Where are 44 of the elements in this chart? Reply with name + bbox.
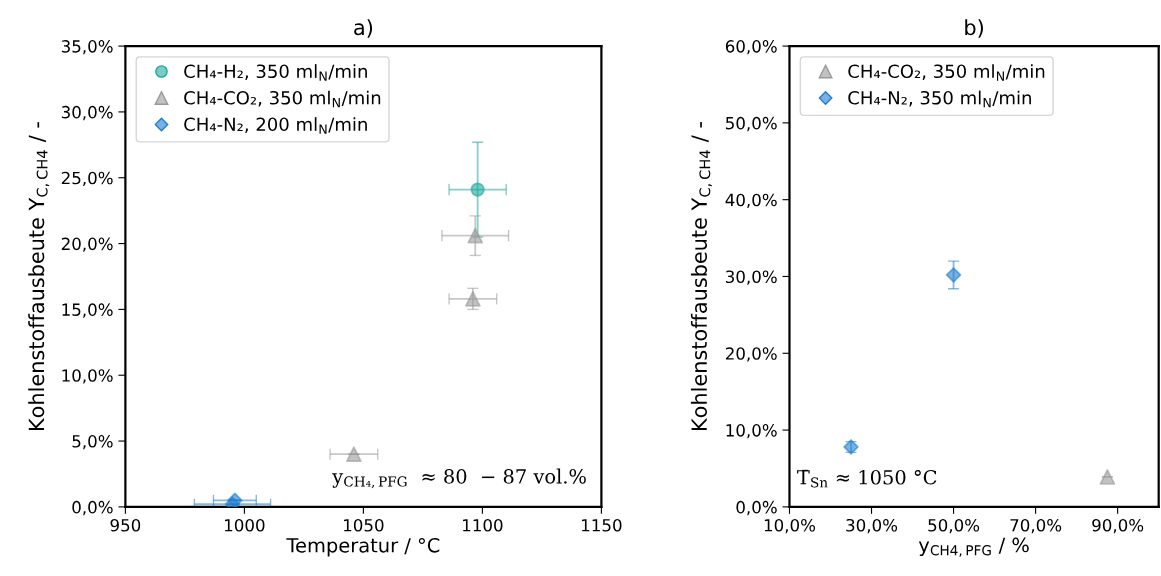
legend-label: CH₄-N₂, 350 ml$_{N}$/min: [848, 90, 1031, 108]
x-axis-title: Temperatur / °C: [286, 537, 440, 557]
y-tick-label: 15,0%: [62, 303, 113, 318]
chart-title: b): [965, 19, 983, 38]
x-tick-label: 950: [110, 518, 141, 532]
y-tick-label: 60,0%: [725, 40, 777, 55]
legend-label: CH₄-N₂, 200 ml$_{N}$/min: [184, 117, 367, 134]
y-tick-label: 10,0%: [726, 424, 777, 439]
point: [467, 227, 484, 244]
y-tick-label: 20,0%: [725, 347, 777, 362]
x-tick-label: 1000: [225, 518, 265, 532]
y-tick-label: 5,0%: [72, 435, 113, 450]
y-tick-label: 20,0%: [61, 237, 113, 252]
y-tick-label: 50,0%: [726, 116, 777, 132]
y-axis-title: Kohlenstoffausbeute Y$_{C,CH4}$ / -: [28, 122, 50, 430]
x-axis-title: y$_{CH4,PFG}$ / %: [918, 537, 1029, 557]
y-tick-label: 30,0%: [726, 270, 777, 285]
y-tick-label: 35,0%: [61, 40, 113, 55]
point: [346, 446, 362, 463]
x-tick-label: 50,0%: [928, 518, 980, 534]
y-tick-label: 0,0%: [72, 500, 113, 516]
point: [465, 291, 481, 307]
y-tick-label: 30,0%: [61, 105, 113, 121]
x-tick-label: 1150: [582, 518, 622, 532]
x-tick-label: 10,0%: [764, 518, 816, 534]
point: [1099, 469, 1116, 485]
point: [470, 182, 485, 197]
x-tick-label: 1050: [344, 518, 384, 532]
legend-label: CH₄-CO₂, 350 ml$_{N}$/min: [848, 64, 1045, 81]
x-tick-label: 1100: [463, 518, 503, 532]
x-tick-label: 70,0%: [1010, 518, 1062, 534]
legend-label: CH₄-H₂, 350 ml$_{N}$/min: [184, 64, 367, 81]
y-tick-label: 40,0%: [725, 193, 777, 208]
legend-label: CH₄-CO₂, 350 ml$_{N}$/min: [184, 90, 381, 108]
y-tick-label: 25,0%: [61, 171, 113, 187]
annotation: y$_{CH₄,PFG}$ ≈ 80 − 87 vol.%: [332, 468, 586, 489]
annotation: T̄$_{Sn}$ ≈ 1050 °C: [797, 469, 937, 488]
chart-title: a): [354, 19, 373, 38]
y-tick-label: 0,0%: [736, 500, 777, 516]
point: [945, 267, 962, 283]
x-tick-label: 90,0%: [1092, 518, 1144, 534]
y-axis-title: Kohlenstoffausbeute Y$_{C,CH4}$ / -: [690, 122, 712, 430]
x-tick-label: 30,0%: [846, 518, 898, 534]
y-tick-label: 10,0%: [62, 369, 113, 384]
